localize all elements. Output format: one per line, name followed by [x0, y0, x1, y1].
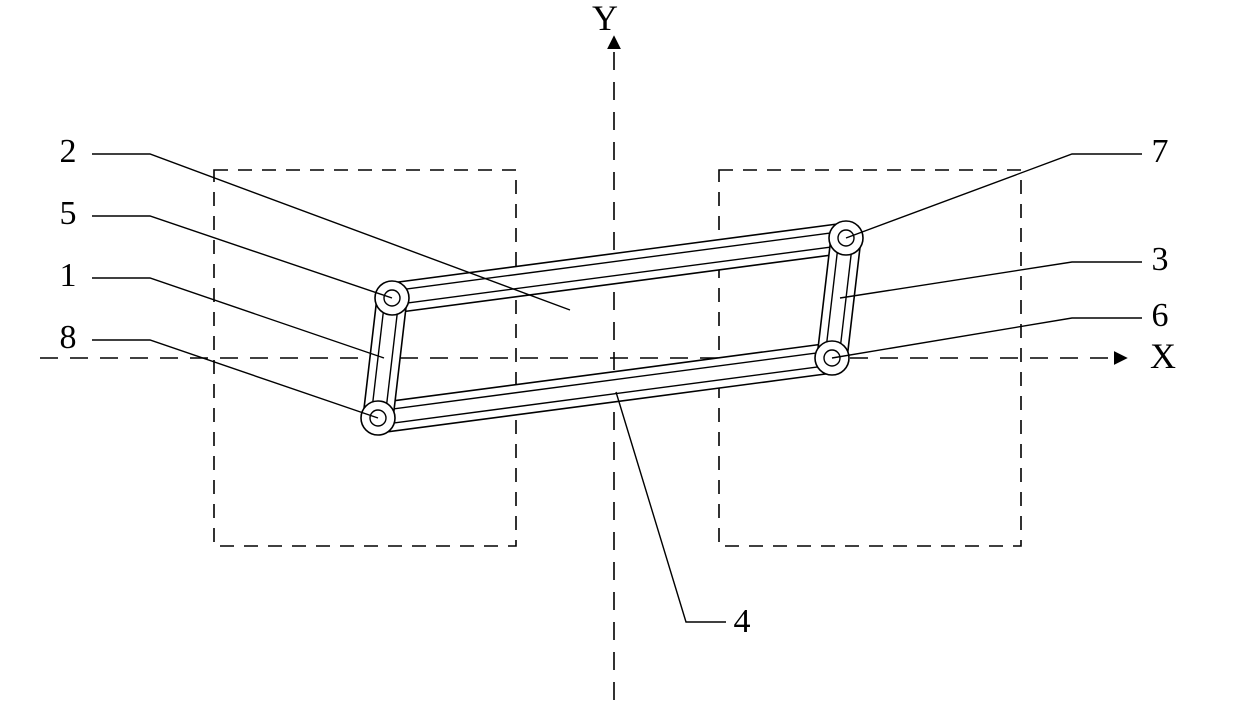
- label-5-leader: [92, 216, 392, 298]
- label-1: 1: [60, 257, 77, 294]
- label-5: 5: [60, 195, 77, 232]
- bar-4: [376, 343, 834, 433]
- x-axis-label: X: [1150, 336, 1176, 376]
- label-3-leader: [840, 262, 1142, 298]
- label-4-leader: [616, 392, 726, 622]
- label-7: 7: [1152, 133, 1169, 170]
- diagram-canvas: X Y 2 5 1 8 7 3 6 4: [0, 0, 1239, 713]
- label-8-leader: [92, 340, 378, 418]
- label-2: 2: [60, 133, 77, 170]
- label-6: 6: [1152, 297, 1169, 334]
- label-4: 4: [734, 603, 751, 640]
- y-axis-label: Y: [592, 0, 618, 38]
- label-6-leader: [832, 318, 1142, 358]
- label-3: 3: [1152, 241, 1169, 278]
- label-7-leader: [846, 154, 1142, 238]
- label-8: 8: [60, 319, 77, 356]
- label-1-leader: [92, 278, 384, 358]
